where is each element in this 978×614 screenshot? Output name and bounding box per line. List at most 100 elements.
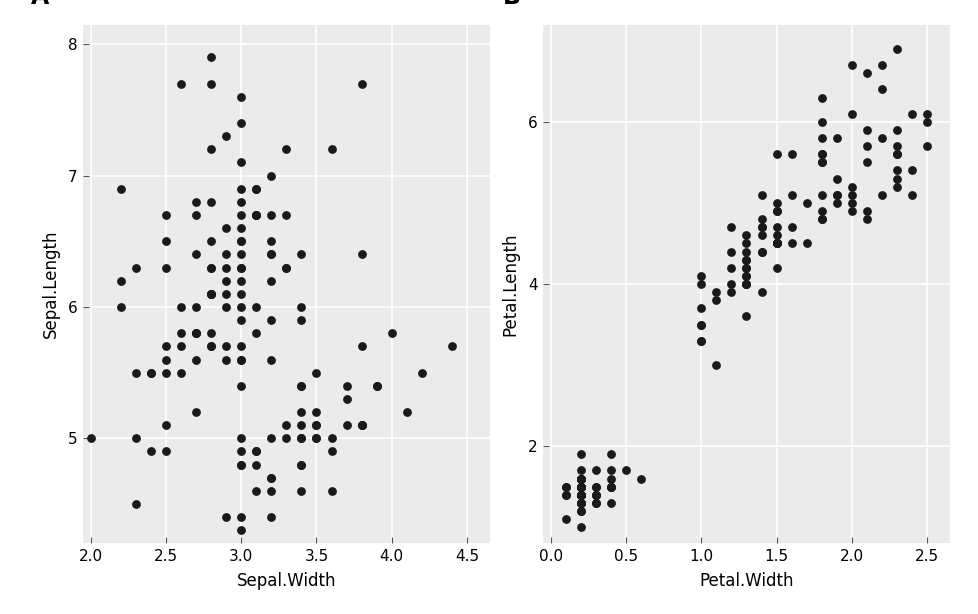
Point	[112, 276, 128, 286]
Point	[143, 446, 158, 456]
Point	[188, 328, 203, 338]
Point	[753, 190, 769, 200]
Point	[918, 117, 934, 126]
Point	[828, 190, 844, 200]
Point	[918, 141, 934, 151]
Point	[858, 206, 873, 216]
Point	[572, 490, 588, 500]
Point	[143, 368, 158, 378]
Point	[203, 197, 219, 207]
Point	[843, 190, 859, 200]
Point	[753, 247, 769, 257]
Point	[737, 311, 753, 321]
Point	[918, 109, 934, 119]
Point	[218, 276, 234, 286]
Point	[158, 446, 174, 456]
Point	[602, 482, 618, 492]
Point	[768, 149, 783, 159]
Point	[572, 498, 588, 508]
Point	[233, 460, 248, 470]
Point	[112, 302, 128, 312]
Point	[572, 490, 588, 500]
Point	[572, 506, 588, 516]
Point	[768, 238, 783, 248]
Point	[843, 206, 859, 216]
Point	[588, 498, 603, 508]
Point	[128, 368, 144, 378]
Point	[293, 433, 309, 443]
Point	[557, 514, 573, 524]
Point	[723, 279, 738, 289]
Point	[173, 341, 189, 351]
Point	[233, 446, 248, 456]
Point	[888, 141, 904, 151]
Y-axis label: Sepal.Length: Sepal.Length	[41, 230, 60, 338]
Point	[572, 506, 588, 516]
Point	[692, 320, 708, 330]
Point	[203, 52, 219, 62]
Point	[218, 302, 234, 312]
Point	[572, 482, 588, 492]
Point	[353, 341, 369, 351]
Point	[278, 263, 293, 273]
Point	[203, 341, 219, 351]
Point	[233, 236, 248, 246]
Point	[173, 368, 189, 378]
Point	[572, 498, 588, 508]
Point	[783, 238, 799, 248]
Point	[233, 184, 248, 193]
Point	[263, 433, 279, 443]
Point	[602, 498, 618, 508]
Point	[572, 482, 588, 492]
Point	[248, 184, 264, 193]
Point	[444, 341, 460, 351]
Point	[572, 473, 588, 483]
Point	[263, 473, 279, 483]
Point	[218, 263, 234, 273]
Point	[263, 512, 279, 522]
Point	[768, 222, 783, 232]
Point	[708, 295, 724, 305]
Point	[233, 118, 248, 128]
Point	[768, 238, 783, 248]
Point	[353, 420, 369, 430]
Point	[843, 60, 859, 70]
Point	[768, 206, 783, 216]
Point	[737, 263, 753, 273]
Point	[293, 249, 309, 259]
Point	[904, 190, 919, 200]
Point	[263, 171, 279, 181]
Point	[828, 198, 844, 208]
Point	[828, 190, 844, 200]
Point	[813, 206, 828, 216]
Point	[158, 236, 174, 246]
Text: A: A	[30, 0, 49, 9]
Point	[218, 341, 234, 351]
Point	[263, 276, 279, 286]
Point	[813, 117, 828, 126]
Point	[572, 473, 588, 483]
Point	[233, 276, 248, 286]
Point	[888, 44, 904, 54]
Point	[888, 182, 904, 192]
Point	[557, 482, 573, 492]
Point	[572, 498, 588, 508]
Point	[798, 198, 814, 208]
Point	[233, 223, 248, 233]
Point	[278, 433, 293, 443]
Point	[843, 198, 859, 208]
Point	[218, 355, 234, 365]
Point	[203, 341, 219, 351]
Point	[813, 214, 828, 224]
Point	[218, 223, 234, 233]
Point	[873, 85, 889, 95]
Point	[263, 249, 279, 259]
Point	[248, 446, 264, 456]
Point	[723, 287, 738, 297]
Point	[233, 197, 248, 207]
Point	[308, 433, 324, 443]
Point	[753, 287, 769, 297]
Point	[353, 79, 369, 88]
Point	[888, 166, 904, 176]
Point	[143, 368, 158, 378]
